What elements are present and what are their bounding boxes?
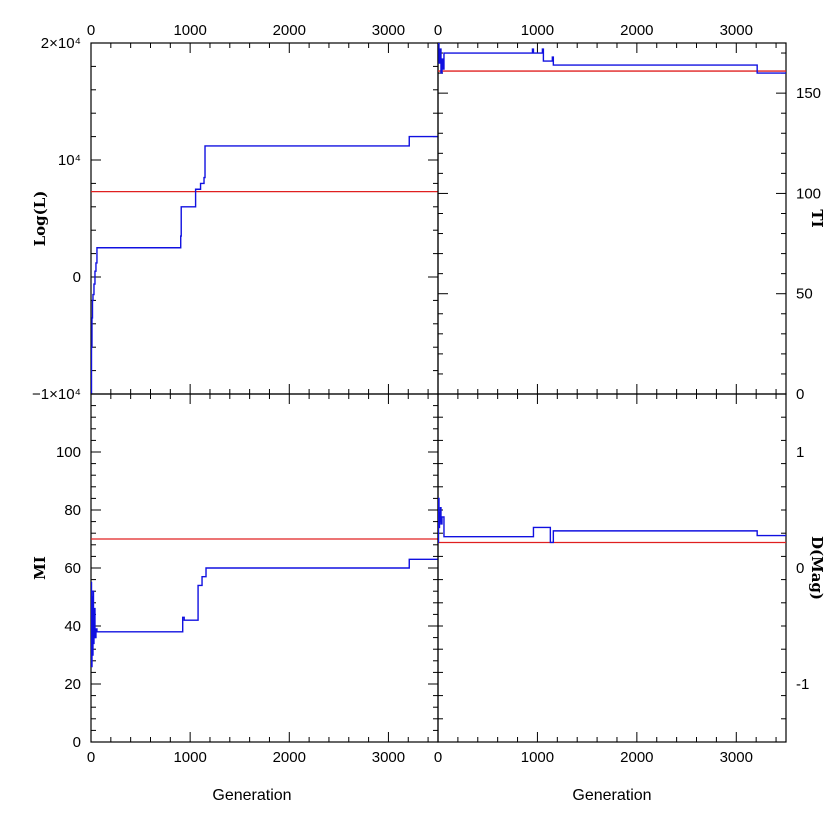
y-tick-label: 0 — [73, 734, 81, 751]
x-tick-label: 2000 — [273, 22, 306, 39]
x-tick-label: 3000 — [372, 749, 405, 766]
x-axis-title-right: Generation — [572, 787, 651, 804]
y-axis-title-ti: TI — [808, 209, 826, 227]
y-tick-label: −1×10⁴ — [32, 386, 81, 403]
y-tick-label: 0 — [796, 560, 804, 577]
panel-ti: 0 1000 2000 3000 0 50 100 150 TI — [434, 22, 826, 403]
y-tick-label: 80 — [64, 502, 81, 519]
y-tick-label: 100 — [796, 185, 821, 202]
data-series-ti-0 — [438, 43, 786, 74]
y-tick-label: 2×10⁴ — [41, 35, 81, 52]
x-tick-label: 2000 — [620, 22, 653, 39]
y-tick-label: 10⁴ — [58, 152, 81, 169]
y-tick-label: 40 — [64, 618, 81, 635]
x-tick-label: 1000 — [521, 749, 554, 766]
y-tick-label: 0 — [796, 386, 804, 403]
y-tick-label: 150 — [796, 85, 821, 102]
panel-mi: 0 1000 2000 3000 0 20 40 60 80 100 MI — [31, 393, 439, 766]
y-tick-label: 50 — [796, 286, 813, 303]
x-tick-label: 3000 — [720, 749, 753, 766]
y-tick-label: 20 — [64, 676, 81, 693]
y-axis-title-dmag: D(Mag) — [808, 536, 826, 600]
data-series-loglik-0 — [91, 135, 438, 394]
x-tick-label: 2000 — [620, 749, 653, 766]
x-tick-label: 1000 — [173, 22, 206, 39]
x-axis-title-left: Generation — [212, 787, 291, 804]
y-axis-title-loglik: Log(L) — [31, 191, 49, 247]
panel-dmag: 0 1000 2000 3000 -1 0 1 D(Mag) — [434, 393, 826, 766]
x-tick-label: 2000 — [273, 749, 306, 766]
x-tick-label: 3000 — [720, 22, 753, 39]
y-tick-label: 0 — [73, 269, 81, 286]
x-tick-label: 0 — [434, 22, 442, 39]
panel-loglik: 0 1000 2000 3000 −1×10⁴ 0 10⁴ 2×10⁴ Log(L) — [31, 22, 439, 403]
x-tick-label: 1000 — [521, 22, 554, 39]
y-tick-label: 60 — [64, 560, 81, 577]
x-tick-label: 3000 — [372, 22, 405, 39]
data-series-dmag-0 — [438, 497, 786, 544]
y-tick-label: 100 — [56, 444, 81, 461]
y-tick-label: -1 — [796, 676, 809, 693]
x-tick-label: 0 — [87, 22, 95, 39]
y-axis-title-mi: MI — [31, 556, 49, 580]
x-tick-label: 0 — [87, 749, 95, 766]
plot-frame-dmag — [437, 393, 787, 743]
x-tick-label: 1000 — [173, 749, 206, 766]
x-tick-label: 0 — [434, 749, 442, 766]
y-tick-label: 1 — [796, 444, 804, 461]
data-series-mi-0 — [91, 558, 438, 668]
